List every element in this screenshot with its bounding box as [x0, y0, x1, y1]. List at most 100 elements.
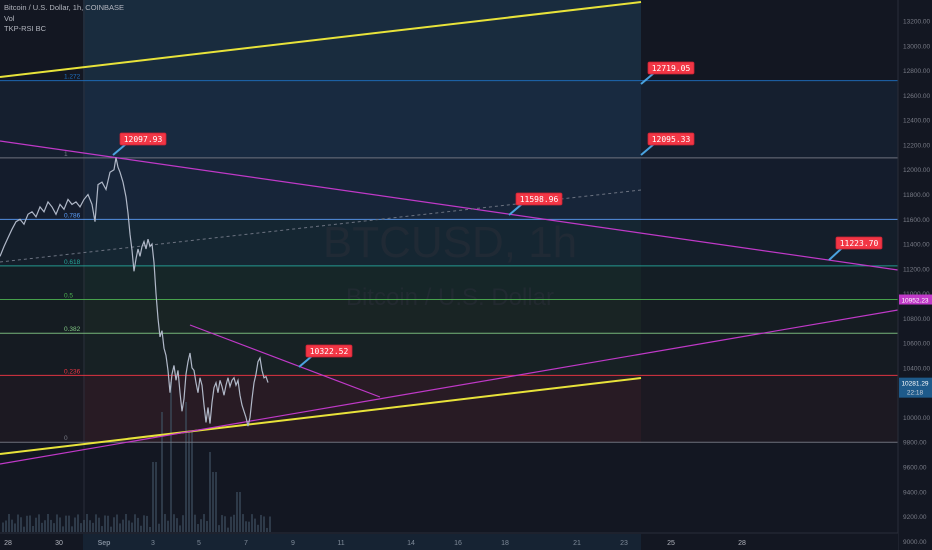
- volume-bar: [80, 523, 82, 532]
- chart-legend: Bitcoin / U.S. Dollar, 1h, COINBASE Vol …: [4, 3, 124, 35]
- volume-bar: [155, 462, 157, 532]
- upper-channel-line[interactable]: [0, 1, 642, 78]
- price-line: [0, 157, 269, 427]
- volume-bar: [149, 526, 151, 532]
- price-tick-label: 11400.00: [903, 242, 930, 249]
- fib-level-label: 1: [64, 151, 68, 158]
- fib-zone: [83, 80, 641, 158]
- callout-pointer: [828, 247, 843, 261]
- fib-zone-right: [641, 333, 898, 376]
- price-callout-box[interactable]: [305, 344, 353, 358]
- indicator-label[interactable]: TKP-RSI BC: [4, 24, 47, 33]
- fib-zone-left: [0, 265, 83, 300]
- price-axis[interactable]: 9000.00 9200.00 9400.00 9600.00 9800.00 10000…: [897, 0, 932, 550]
- time-tick-label: 3: [151, 540, 155, 547]
- price-callouts[interactable]: 12719.05 12097.93 12095.33 11598.96 11223.70…: [112, 61, 883, 368]
- price-tick-label: 13000.00: [903, 43, 930, 50]
- callout-pointer: [508, 203, 523, 216]
- volume-bar: [62, 526, 64, 532]
- watermark: BTCUSD, 1h Bitcoin / U.S. Dollar: [323, 218, 577, 311]
- volume-bar: [65, 515, 67, 532]
- volume-bar: [110, 526, 112, 532]
- price-tick-label: 11200.00: [903, 266, 930, 273]
- volume-bar: [260, 514, 262, 532]
- price-tick-label: 9400.00: [903, 489, 927, 496]
- volume-bar: [59, 517, 61, 532]
- time-tick-label: 21: [573, 540, 581, 547]
- volume-bar: [245, 521, 247, 532]
- lower-channel-line[interactable]: [0, 377, 642, 455]
- volume-bar: [89, 520, 91, 532]
- price-callout-box[interactable]: [119, 132, 167, 146]
- volume-bar: [107, 515, 109, 532]
- fib-zone: [83, 299, 641, 334]
- fib-zone-left: [0, 299, 83, 334]
- fib-zone-right: [641, 299, 898, 334]
- volume-bar: [128, 520, 130, 532]
- fib-zone-left: [0, 219, 83, 266]
- volume-bar: [38, 514, 40, 532]
- volume-bar: [233, 514, 235, 532]
- ascending-support-line[interactable]: [0, 309, 899, 465]
- volume-bar: [83, 519, 85, 532]
- price-tick-label: 9000.00: [903, 539, 927, 546]
- callout-pointer: [112, 143, 127, 156]
- volume-bar: [44, 520, 46, 532]
- time-tick-label: 25: [667, 540, 675, 547]
- time-axis-bg: [0, 533, 898, 550]
- price-callout-box[interactable]: [515, 192, 563, 206]
- volume-bar: [137, 517, 139, 532]
- volume-bar: [170, 382, 172, 532]
- price-tick-label: 11600.00: [903, 217, 930, 224]
- time-axis[interactable]: 28 30 Sep 3 5 7 9 11 14 16 18 21 23 25 28: [0, 532, 898, 550]
- volume-bar: [5, 520, 7, 532]
- volume-bar: [266, 527, 268, 532]
- time-tick-label: 28: [4, 540, 12, 547]
- volume-bar: [200, 519, 202, 532]
- time-tick-label: 14: [407, 540, 415, 547]
- price-tick-label: 10000.00: [903, 415, 930, 422]
- fib-zone-right: [641, 265, 898, 300]
- volume-bar: [221, 515, 223, 532]
- volume-bar: [116, 514, 118, 532]
- price-callout-box[interactable]: [647, 61, 695, 75]
- last-price-marker[interactable]: [899, 377, 932, 398]
- time-tick-label: 9: [291, 540, 295, 547]
- volume-bar: [125, 514, 127, 532]
- volume-bar: [263, 516, 265, 532]
- descending-resistance-line[interactable]: [0, 140, 899, 271]
- volume-bar: [11, 519, 13, 532]
- price-tick-label: 9800.00: [903, 440, 927, 447]
- volume-bar: [224, 516, 226, 532]
- volume-bar: [143, 515, 145, 532]
- axis-marker-fib[interactable]: [899, 294, 932, 305]
- symbol-title[interactable]: Bitcoin / U.S. Dollar, 1h, COINBASE: [4, 3, 125, 12]
- volume-bars: [2, 382, 271, 532]
- volume-bar: [56, 514, 58, 532]
- price-tick-label: 10600.00: [903, 341, 930, 348]
- price-tick-label: 11800.00: [903, 192, 930, 199]
- price-callout-box[interactable]: [647, 132, 695, 146]
- wedge-top-line[interactable]: [189, 324, 381, 398]
- fib-level-label: 0: [64, 435, 68, 442]
- volume-bar: [134, 514, 136, 532]
- trend-lines[interactable]: [0, 1, 899, 465]
- volume-bar: [197, 524, 199, 532]
- volume-bar: [185, 402, 187, 532]
- volume-bar: [140, 525, 142, 532]
- fib-zone: [83, 333, 641, 376]
- last-price-label: 10281.29: [901, 381, 928, 388]
- volume-bar: [119, 523, 121, 532]
- fib-retracement[interactable]: 1.272 1 0.786 0.618 0.5 0.382 0.236 0: [0, 74, 898, 443]
- price-callout-box[interactable]: [835, 236, 883, 250]
- volume-bar: [236, 492, 238, 532]
- fib-zone-right: [641, 80, 898, 158]
- volume-bar: [164, 514, 166, 532]
- volume-label[interactable]: Vol: [4, 13, 15, 23]
- volume-bar: [158, 523, 160, 532]
- volume-bar: [269, 516, 271, 532]
- volume-bar: [35, 517, 37, 532]
- time-tick-label: 16: [454, 540, 462, 547]
